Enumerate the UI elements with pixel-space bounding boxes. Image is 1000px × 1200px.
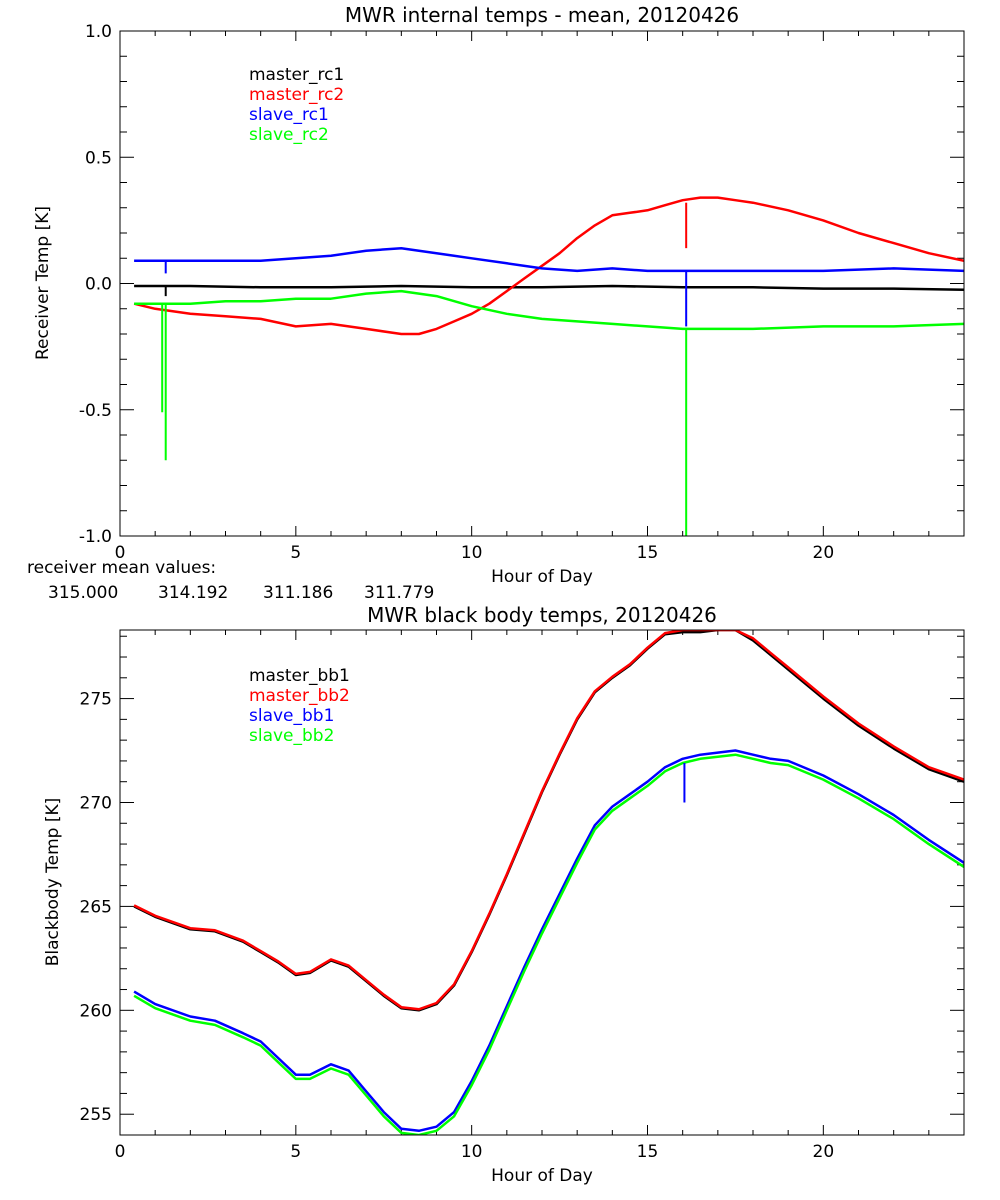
top-ytick-label: -1.0 — [79, 527, 112, 547]
bottom-chart-title: MWR black body temps, 20120426 — [367, 603, 717, 627]
bottom-ytick-label: 260 — [80, 1001, 112, 1021]
series-line-slave-rc2 — [134, 289, 964, 331]
series-line-master-rc2 — [133, 196, 964, 336]
bottom-ytick-label: 265 — [80, 897, 112, 917]
bottom-chart-frame — [119, 629, 965, 1136]
top-xtick-label: 5 — [290, 543, 301, 563]
legend-entry-slave-bb2: slave_bb2 — [249, 726, 334, 746]
top-chart-xlabel: Hour of Day — [491, 567, 593, 587]
legend-entry-master-rc2: master_rc2 — [249, 85, 344, 105]
top-xtick-label: 0 — [115, 543, 126, 563]
legend-entry-slave-rc2: slave_rc2 — [249, 125, 329, 145]
top-ytick-label: -0.5 — [79, 401, 112, 421]
series-line-slave-bb2 — [133, 753, 964, 1135]
top-chart-title: MWR internal temps - mean, 20120426 — [345, 3, 739, 27]
bottom-xtick-label: 0 — [115, 1142, 126, 1162]
top-chart-axes: 0 5 10 15 20 -1.0 -0.5 0.0 0.5 1.0 — [79, 22, 965, 563]
bottom-chart-series — [133, 630, 964, 1135]
bottom-xtick-label: 15 — [637, 1142, 659, 1162]
mean-value: 315.000 — [48, 583, 118, 603]
series-line-master-rc1 — [134, 284, 964, 292]
bottom-ytick-label: 275 — [80, 690, 112, 710]
bottom-chart-ylabel: Blackbody Temp [K] — [43, 798, 63, 967]
series-line-master-bb2 — [133, 630, 964, 1011]
bottom-chart-xlabel: Hour of Day — [491, 1166, 593, 1186]
receiver-temps-chart: MWR internal temps - mean, 20120426 Hour… — [33, 3, 965, 587]
bottom-plot-area — [133, 630, 964, 1135]
series-line-slave-bb1 — [133, 749, 964, 1133]
mean-values-list: 315.000 314.192 311.186 311.779 — [48, 583, 434, 603]
receiver-mean-values: receiver mean values: 315.000 314.192 311.… — [27, 558, 434, 603]
top-chart-frame — [119, 30, 965, 537]
bottom-xtick-label: 10 — [461, 1142, 483, 1162]
legend-entry-master-bb2: master_bb2 — [249, 686, 350, 706]
bottom-xtick-label: 20 — [813, 1142, 835, 1162]
bottom-xtick-label: 5 — [290, 1142, 301, 1162]
series-line-slave-rc1 — [134, 246, 964, 273]
top-chart-series — [133, 196, 964, 536]
top-ytick-label: 1.0 — [85, 22, 112, 42]
top-xtick-label: 20 — [813, 543, 835, 563]
top-plot-area — [133, 196, 964, 536]
top-chart-ylabel: Receiver Temp [K] — [33, 206, 53, 360]
top-ytick-label: 0.5 — [85, 148, 112, 168]
top-xtick-label: 15 — [637, 543, 659, 563]
legend-entry-master-bb1: master_bb1 — [249, 666, 350, 686]
top-ytick-label: 0.0 — [85, 275, 112, 295]
blackbody-temps-chart: MWR black body temps, 20120426 Hour of D… — [43, 603, 965, 1186]
mean-value: 311.186 — [263, 583, 333, 603]
legend-entry-slave-rc1: slave_rc1 — [249, 105, 329, 125]
legend-entry-master-rc1: master_rc1 — [249, 65, 344, 85]
legend-entry-slave-bb1: slave_bb1 — [249, 706, 334, 726]
mean-value: 311.779 — [364, 583, 434, 603]
bottom-ytick-label: 270 — [80, 793, 112, 813]
mean-value: 314.192 — [158, 583, 228, 603]
bottom-chart-axes: 0 5 10 15 20 255 260 265 270 275 — [80, 630, 965, 1162]
top-xtick-label: 10 — [461, 543, 483, 563]
mean-values-label: receiver mean values: — [27, 558, 216, 578]
bottom-ytick-label: 255 — [80, 1105, 112, 1125]
